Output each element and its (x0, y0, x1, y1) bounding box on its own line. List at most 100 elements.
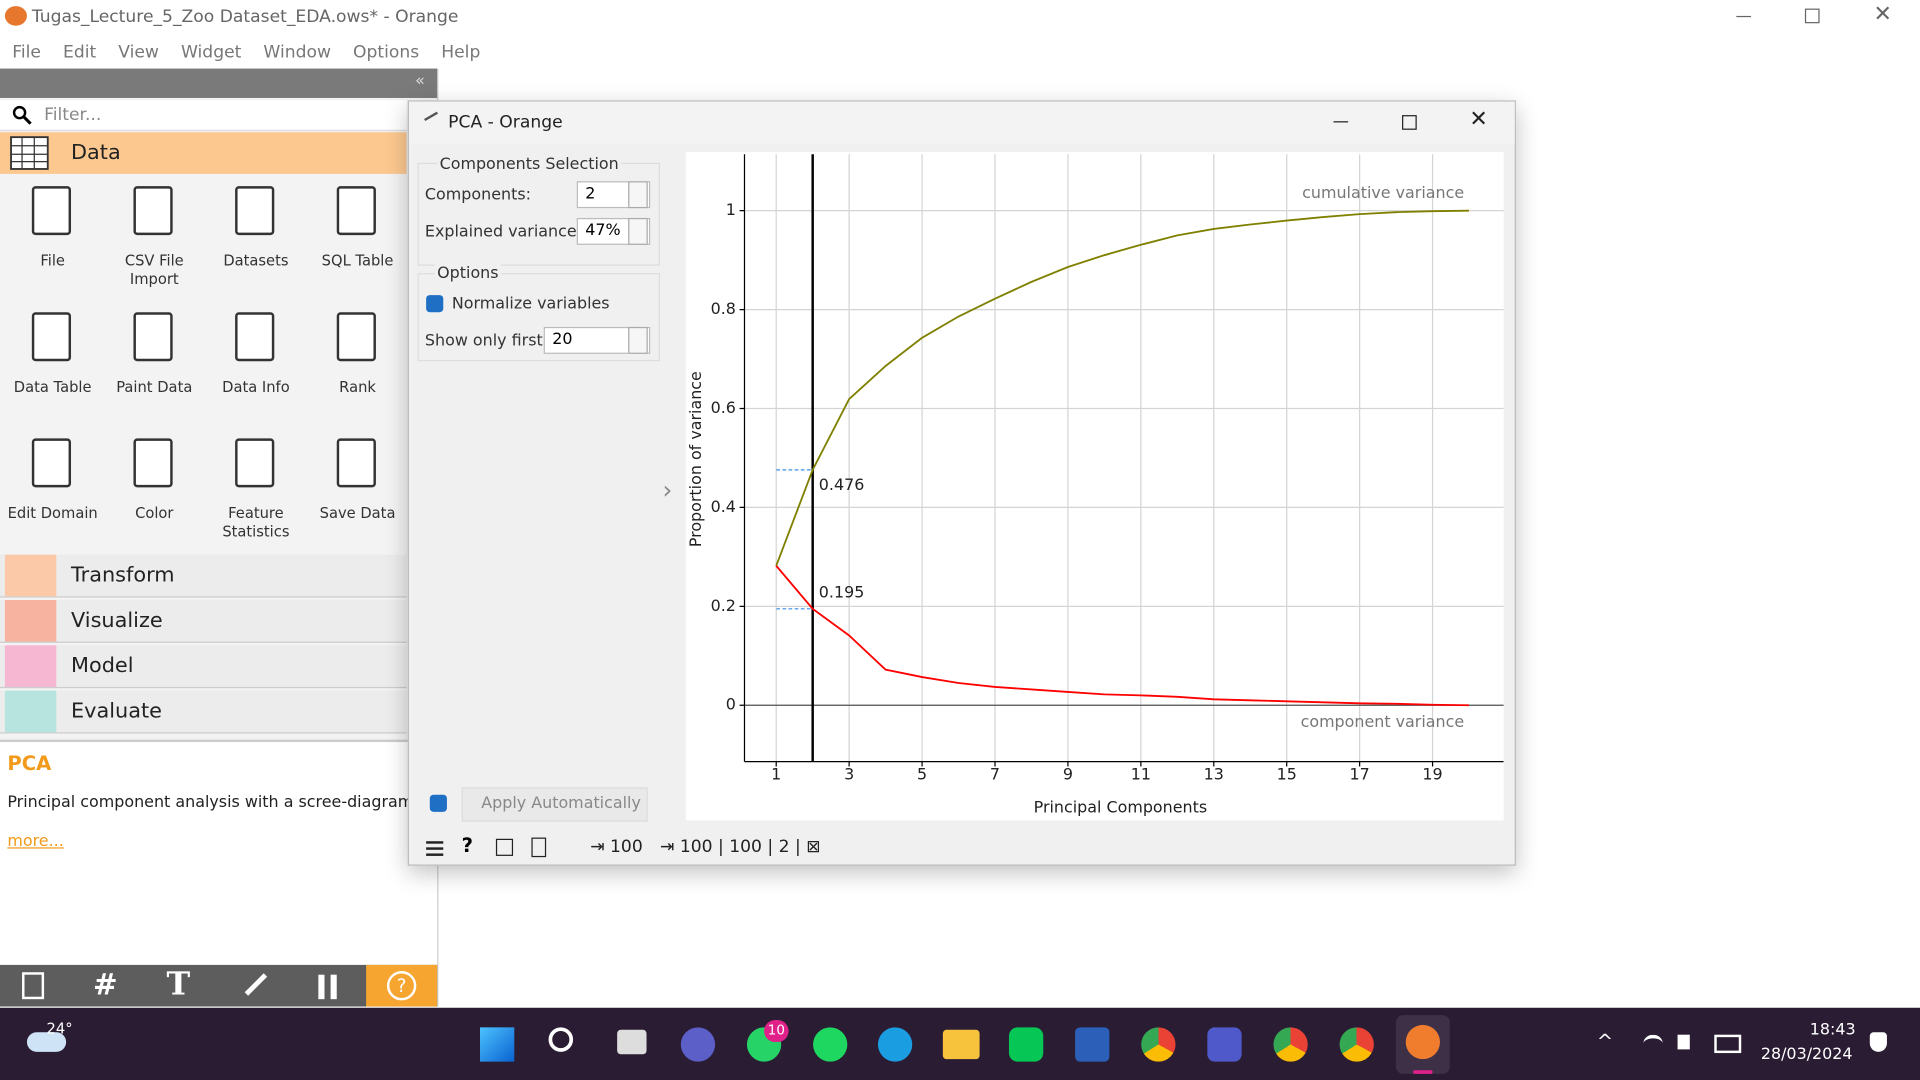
orange-app[interactable] (1395, 1015, 1450, 1074)
explorer-app[interactable] (942, 1029, 980, 1060)
pca-close[interactable]: ✕ (1469, 106, 1488, 133)
category-icon (4, 645, 57, 687)
menu-item[interactable]: Edit (62, 42, 97, 63)
task-view[interactable] (617, 1029, 647, 1055)
apply-button[interactable]: Apply Automatically (461, 787, 648, 822)
app-icon (4, 6, 27, 26)
tray-expand[interactable]: ^ (1596, 1029, 1614, 1054)
widget-label: Data Table (13, 378, 92, 396)
widget-button[interactable]: Feature Statistics (206, 429, 306, 551)
widget-button[interactable]: Paint Data (104, 302, 204, 424)
description-panel: PCA Principal component analysis with a … (0, 739, 438, 968)
filter-box[interactable]: Filter... (0, 100, 407, 132)
normalize-label: Normalize variables (451, 295, 610, 314)
text-button[interactable]: T (166, 966, 191, 1003)
category-icon (4, 600, 57, 642)
dock-header: « (0, 68, 438, 98)
line-app[interactable] (1008, 1027, 1044, 1062)
widget-button[interactable]: Edit Domain (2, 429, 102, 551)
widget-label: File (40, 252, 65, 270)
widget-icon (133, 312, 173, 362)
show-first-value: 20 (552, 330, 573, 349)
report-icon[interactable] (531, 837, 547, 858)
widget-label: Feature Statistics (222, 504, 290, 540)
normalize-checkbox[interactable] (426, 295, 444, 313)
menu-button[interactable] (426, 841, 444, 844)
pca-maximize[interactable] (1402, 115, 1417, 130)
y-tick-label: 0.6 (711, 398, 736, 417)
widget-button[interactable]: Data Info (206, 302, 306, 424)
input-count: 100 (610, 837, 643, 858)
grid-button[interactable]: # (93, 967, 118, 1002)
widget-button[interactable]: CSV File Import (104, 176, 204, 298)
category-label: Evaluate (71, 699, 162, 724)
pause-button[interactable] (318, 974, 325, 1000)
menu-item[interactable]: Widget (180, 42, 242, 63)
help-button[interactable]: ? (366, 964, 438, 1007)
word-app[interactable] (1075, 1027, 1110, 1062)
minimize-button[interactable] (1736, 15, 1752, 18)
search-button[interactable] (548, 1027, 574, 1052)
more-link[interactable]: more... (7, 832, 64, 852)
edge-app[interactable] (877, 1027, 913, 1062)
notifications-icon[interactable] (1869, 1032, 1887, 1052)
help-icon[interactable]: ? (461, 833, 473, 858)
restore-button[interactable] (1804, 8, 1820, 24)
status-bar: ? ⇥ 100 ⇥ 100 | 100 | 2 | ⊠ (409, 831, 1515, 864)
y-axis-label: Proportion of variance (686, 371, 705, 547)
menu-item[interactable]: Help (441, 42, 481, 63)
widget-button[interactable]: Save Data (307, 429, 407, 551)
window-title: Tugas_Lecture_5_Zoo Dataset_EDA.ows* - O… (31, 7, 459, 27)
volume-icon[interactable] (1677, 1034, 1690, 1050)
series-line (775, 209, 1470, 567)
teams-app[interactable] (1207, 1027, 1242, 1062)
widget-button[interactable]: Color (104, 429, 204, 551)
pca-minimize[interactable] (1333, 121, 1349, 123)
options-box-title: Options (434, 264, 502, 283)
x-tick-label: 5 (917, 765, 927, 784)
spotify-app[interactable] (813, 1027, 848, 1062)
weather-icon[interactable] (26, 1032, 67, 1052)
y-tick-label: 0.4 (711, 497, 736, 516)
explained-spin[interactable] (628, 217, 648, 245)
apply-checkbox[interactable] (429, 794, 447, 812)
battery-icon[interactable] (1714, 1034, 1742, 1054)
widget-icon (336, 312, 376, 362)
chrome-profile-app[interactable] (1273, 1027, 1308, 1062)
x-tick-label: 7 (990, 765, 1000, 784)
menu-item[interactable]: Window (263, 42, 331, 63)
collapse-button[interactable]: « (415, 72, 425, 91)
close-button[interactable]: ✕ (1873, 1, 1892, 27)
components-spin[interactable] (628, 181, 648, 209)
pen-button[interactable] (244, 973, 268, 996)
chrome-app[interactable] (1141, 1027, 1176, 1062)
widget-label: Datasets (223, 252, 289, 270)
menu-item[interactable]: File (12, 42, 41, 63)
category-data[interactable]: Data (0, 132, 407, 174)
wifi-icon[interactable] (1643, 1034, 1663, 1053)
selection-value-label: 0.476 (819, 475, 865, 494)
widget-button[interactable]: Datasets (206, 176, 306, 298)
menu-item[interactable]: Options (353, 42, 420, 63)
category-header[interactable]: Transform (0, 554, 407, 598)
category-header[interactable]: Visualize (0, 600, 407, 643)
save-icon[interactable] (495, 838, 514, 856)
show-first-spin[interactable] (628, 326, 648, 354)
chat-app[interactable] (680, 1027, 716, 1062)
chrome-profile-app[interactable] (1339, 1027, 1374, 1062)
category-header[interactable]: Model (0, 645, 407, 689)
info-button[interactable] (22, 972, 45, 1000)
category-header[interactable]: Evaluate (0, 690, 407, 734)
widget-button[interactable]: File (2, 176, 102, 298)
start-button[interactable] (480, 1027, 515, 1062)
widget-label: CSV File Import (124, 252, 184, 288)
menu-item[interactable]: View (118, 42, 159, 63)
dock-toolbar: # T ? (0, 964, 438, 1007)
taskbar: 24° 10 ^ 18:43 28/03/2024 (0, 1007, 1920, 1080)
widget-label: Save Data (319, 504, 396, 522)
widget-button[interactable]: SQL Table (307, 176, 407, 298)
splitter-arrow[interactable]: › (662, 475, 673, 505)
widget-button[interactable]: Data Table (2, 302, 102, 424)
temperature: 24° (46, 1020, 73, 1038)
widget-button[interactable]: Rank (307, 302, 407, 424)
